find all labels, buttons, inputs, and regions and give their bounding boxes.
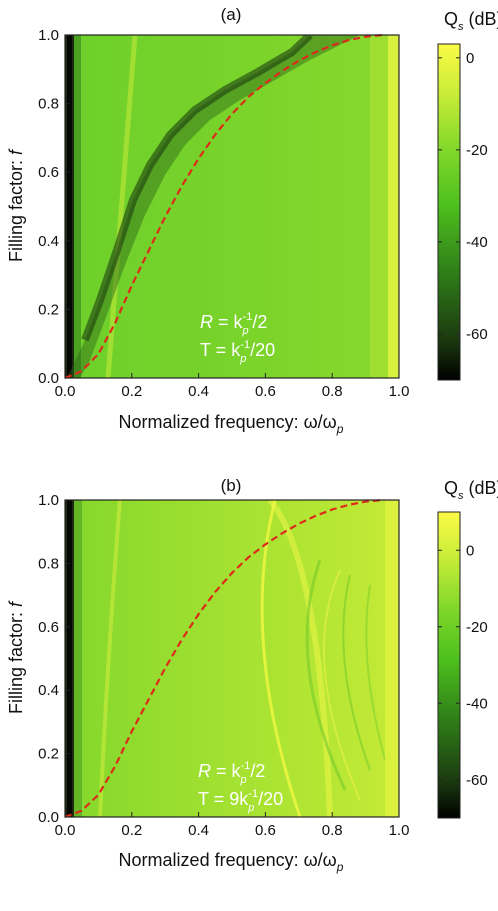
x-tick-label: 0.8: [322, 383, 343, 400]
y-tick-label: 0.4: [38, 682, 59, 699]
panel-a-annotation: R = kp-1/2 T = kp-1/20: [200, 311, 275, 365]
svg-text:T = 9kp-1/20: T = 9kp-1/20: [198, 788, 283, 814]
y-tick-label: 0.2: [38, 746, 59, 763]
colorbar-tick-label: -40: [466, 695, 488, 712]
panel-b-colorbar-label: Qs (dB): [444, 478, 498, 502]
x-tick-label: 0.4: [188, 822, 209, 839]
colorbar-tick-label: -60: [466, 326, 488, 343]
panel-a-colorbar-label: Qs (dB): [444, 9, 498, 33]
panel-b: (b) 0.0 0.2 0.4 0.6 0.8 1.0 0.0 0.2 0.4 0.6 0.8 1.0…: [6, 476, 498, 874]
colorbar-tick-label: -60: [466, 772, 488, 789]
panel-a-x-axis-label: Normalized frequency: ω/ωp: [119, 412, 344, 436]
panel-b-colorbar: Qs (dB) 0 -20 -40 -60: [437, 478, 498, 819]
svg-text:T = kp-1/20: T = kp-1/20: [200, 339, 275, 365]
panel-b-annotation: R = kp-1/2 T = 9kp-1/20: [198, 760, 283, 814]
panel-b-x-axis-label: Normalized frequency: ω/ωp: [119, 850, 344, 874]
x-tick-label: 0.8: [322, 822, 343, 839]
y-tick-label: 0.0: [38, 809, 59, 826]
x-tick-label: 0.2: [121, 383, 142, 400]
svg-text:R = kp-1/2: R = kp-1/2: [200, 311, 267, 337]
panel-b-axes: 0.0 0.2 0.4 0.6 0.8 1.0 0.0 0.2 0.4 0.6 0.8 1.0: [38, 492, 409, 839]
panel-b-label: (b): [221, 476, 242, 495]
colorbar-tick-label: -20: [466, 142, 488, 159]
panel-b-dashed-curve: [64, 498, 383, 819]
svg-text:R = kp-1/2: R = kp-1/2: [198, 760, 265, 786]
panel-b-heatmap: [65, 500, 399, 817]
x-tick-label: 1.0: [389, 822, 410, 839]
y-tick-label: 0.4: [38, 233, 59, 250]
y-tick-label: 0.6: [38, 164, 59, 181]
x-tick-label: 0.4: [188, 383, 209, 400]
y-tick-label: 0.8: [38, 96, 59, 113]
x-tick-label: 0.0: [55, 822, 76, 839]
x-tick-label: 0.6: [255, 383, 276, 400]
panel-a-label: (a): [221, 5, 242, 24]
x-tick-label: 0.6: [255, 822, 276, 839]
colorbar-tick-label: -40: [466, 234, 488, 251]
panel-a-dashed-curve: [64, 33, 383, 380]
panel-b-plot-frame: [64, 499, 400, 818]
y-tick-label: 1.0: [38, 492, 59, 509]
colorbar-tick-label: 0: [466, 50, 474, 67]
colorbar-tick-label: -20: [466, 619, 488, 636]
x-tick-label: 0.0: [55, 383, 76, 400]
panel-a: (a) 0.0 0.2 0.4 0.6 0.8 1.0 0.0 0.2 0.4 0.6 0.8 1.0…: [6, 5, 498, 436]
y-tick-label: 0.2: [38, 301, 59, 318]
panel-b-y-axis-label: Filling factor: f: [6, 600, 26, 714]
y-tick-label: 0.0: [38, 370, 59, 387]
y-tick-label: 1.0: [38, 27, 59, 44]
panel-a-plot-frame: [64, 34, 400, 379]
panel-a-y-axis-label: Filling factor: f: [6, 148, 26, 262]
y-tick-label: 0.6: [38, 619, 59, 636]
x-tick-label: 0.2: [121, 822, 142, 839]
panel-a-colorbar: Qs (dB) 0 -20 -40 -60: [437, 9, 498, 381]
panel-a-axes: 0.0 0.2 0.4 0.6 0.8 1.0 0.0 0.2 0.4 0.6 0.8 1.0: [38, 27, 409, 400]
x-tick-label: 1.0: [389, 383, 410, 400]
y-tick-label: 0.8: [38, 555, 59, 572]
colorbar-tick-label: 0: [466, 542, 474, 559]
panel-a-heatmap: [65, 35, 399, 378]
